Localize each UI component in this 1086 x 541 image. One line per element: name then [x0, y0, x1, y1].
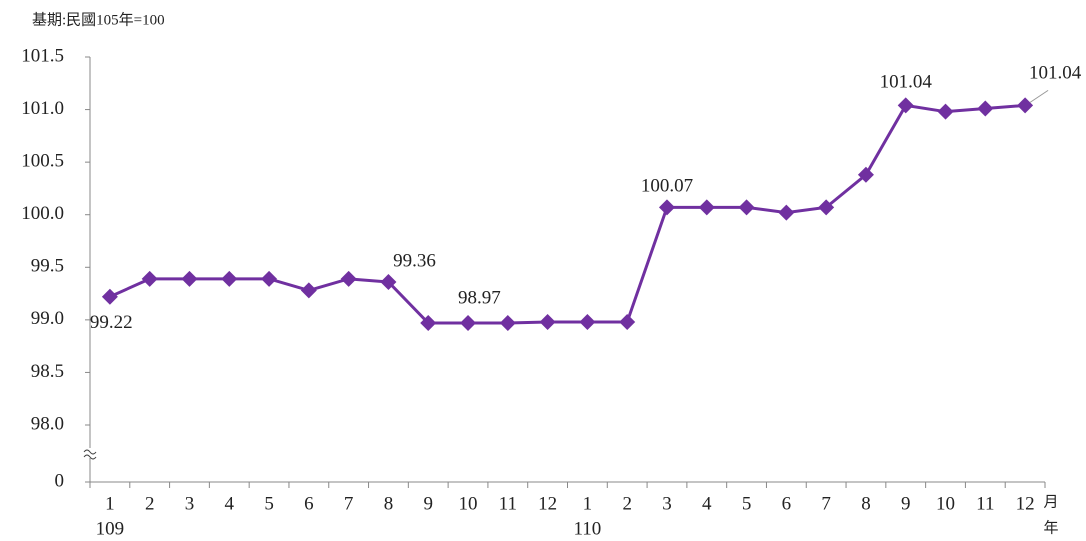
- x-tick-label: 3: [185, 493, 195, 514]
- marker: [619, 313, 636, 330]
- marker: [499, 315, 516, 332]
- data-label: 99.22: [90, 312, 133, 333]
- marker: [698, 199, 715, 216]
- marker: [141, 270, 158, 287]
- marker: [857, 166, 874, 183]
- x-tick-label: 4: [225, 493, 235, 514]
- x-tick-label: 9: [901, 493, 911, 514]
- marker: [380, 274, 397, 291]
- marker: [658, 199, 675, 216]
- x-tick-label: 7: [344, 493, 354, 514]
- marker: [1017, 97, 1034, 114]
- marker: [221, 270, 238, 287]
- y-tick-label: 99.0: [31, 308, 64, 329]
- axis-break-gap: [84, 448, 96, 458]
- data-label: 101.04: [880, 72, 933, 93]
- data-label: 100.07: [641, 176, 693, 197]
- x-unit-label: 月: [1043, 494, 1058, 510]
- marker: [340, 270, 357, 287]
- marker: [420, 315, 437, 332]
- x-tick-label: 1: [105, 493, 115, 514]
- marker: [738, 199, 755, 216]
- leader-line: [1029, 89, 1049, 103]
- y-tick-label: 101.5: [21, 45, 64, 66]
- x-tick-label: 5: [264, 493, 274, 514]
- subtitle: 基期:民國105年=100: [32, 11, 165, 28]
- x-tick-label: 10: [936, 493, 955, 514]
- x-tick-label: 4: [702, 493, 712, 514]
- marker: [579, 313, 596, 330]
- marker: [261, 270, 278, 287]
- x-tick-label: 9: [423, 493, 433, 514]
- data-label: 99.36: [393, 250, 436, 271]
- marker: [460, 315, 477, 332]
- y-tick-label: 100.5: [21, 151, 64, 172]
- data-label: 98.97: [458, 287, 501, 308]
- x-tick-label: 12: [538, 493, 557, 514]
- x-tick-label: 2: [622, 493, 632, 514]
- x-unit-label: 年: [1043, 519, 1058, 536]
- x-group-label: 109: [96, 518, 125, 539]
- x-tick-label: 8: [384, 493, 394, 514]
- x-tick-label: 5: [742, 493, 752, 514]
- x-tick-label: 7: [821, 493, 831, 514]
- y-tick-label: 100.0: [21, 203, 64, 224]
- marker: [300, 282, 317, 299]
- marker: [818, 199, 835, 216]
- marker: [539, 313, 556, 330]
- x-tick-label: 8: [861, 493, 871, 514]
- x-group-label: 110: [573, 518, 601, 539]
- marker: [977, 100, 994, 117]
- line: [109, 103, 1026, 325]
- y-tick-label: 101.0: [21, 98, 64, 119]
- y-tick-label: 0: [55, 470, 65, 491]
- x-tick-label: 2: [145, 493, 155, 514]
- marker: [937, 103, 954, 120]
- y-tick-label: 98.5: [31, 361, 64, 382]
- marker: [181, 270, 198, 287]
- x-tick-label: 12: [1016, 493, 1035, 514]
- x-tick-label: 10: [459, 493, 478, 514]
- x-tick-label: 1: [583, 493, 593, 514]
- x-tick-label: 11: [499, 493, 517, 514]
- y-tick-label: 98.0: [31, 413, 64, 434]
- x-tick-label: 6: [782, 493, 792, 514]
- marker: [778, 204, 795, 221]
- x-tick-label: 11: [976, 493, 994, 514]
- y-tick-label: 99.5: [31, 256, 64, 277]
- x-tick-label: 6: [304, 493, 314, 514]
- axis-break: [83, 449, 97, 460]
- marker: [101, 288, 118, 305]
- data-label: 101.04: [1029, 63, 1082, 84]
- marker: [897, 97, 914, 114]
- x-tick-label: 3: [662, 493, 672, 514]
